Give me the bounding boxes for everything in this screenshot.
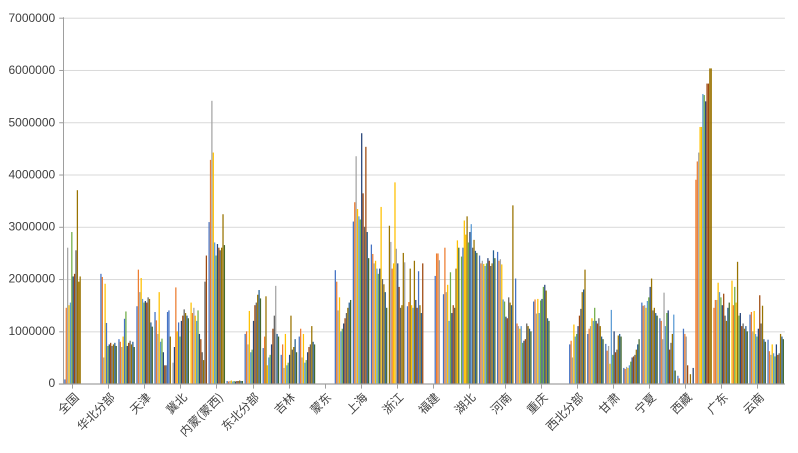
svg-text:7000000: 7000000 (8, 11, 55, 25)
svg-text:3000000: 3000000 (8, 220, 55, 234)
svg-text:0: 0 (49, 376, 56, 390)
svg-text:5000000: 5000000 (8, 115, 55, 129)
svg-text:2000000: 2000000 (8, 272, 55, 286)
svg-text:1000000: 1000000 (8, 324, 55, 338)
svg-text:4000000: 4000000 (8, 167, 55, 181)
svg-text:6000000: 6000000 (8, 63, 55, 77)
